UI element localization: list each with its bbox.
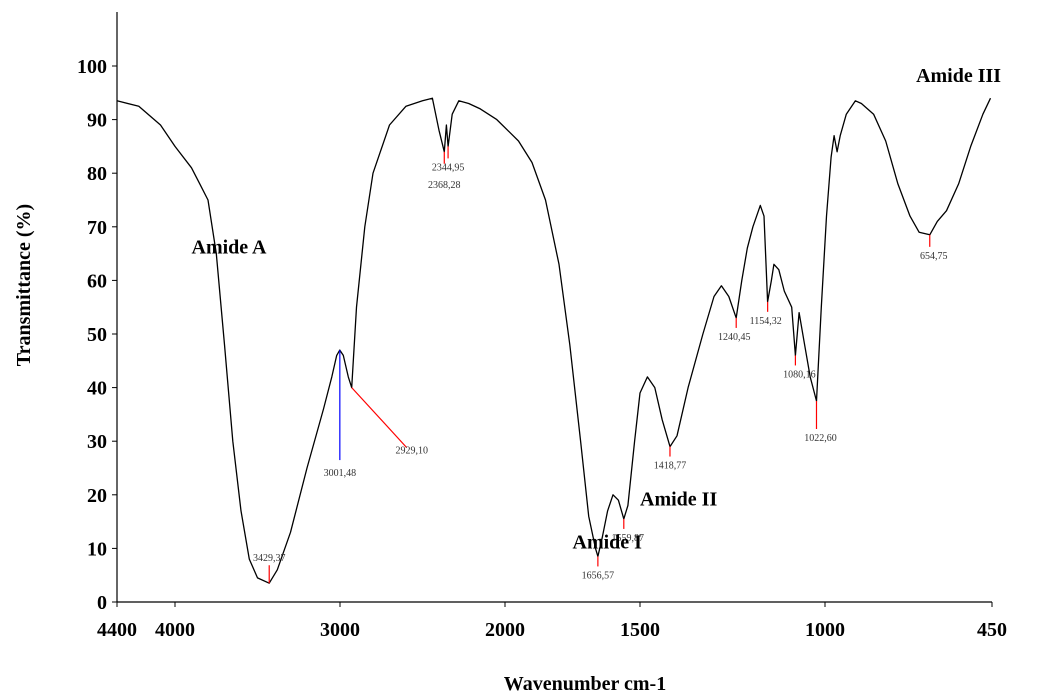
- peak-label: 1022,60: [804, 433, 837, 444]
- region-label: Amide III: [916, 65, 1001, 87]
- y-tick-label: 60: [87, 270, 107, 292]
- y-tick-label: 30: [87, 431, 107, 453]
- region-label: Amide II: [640, 489, 717, 511]
- peak-label: 1154,32: [750, 316, 782, 327]
- peak-marker: [351, 387, 408, 449]
- x-tick-label: 450: [977, 619, 1007, 641]
- x-axis-ticks: 4400 4000 3000 2000 1500 1000 450: [97, 602, 1007, 641]
- x-tick-label: 3000: [320, 619, 360, 641]
- y-tick-label: 50: [87, 324, 107, 346]
- x-axis-title: Wavenumber cm-1: [504, 673, 666, 695]
- peak-label: 2368,28: [428, 180, 461, 191]
- y-tick-label: 20: [87, 485, 107, 507]
- axes: [116, 12, 992, 603]
- peak-label: 2344,95: [432, 162, 465, 173]
- peak-label: 1418,77: [654, 461, 687, 472]
- peak-label: 3429,37: [253, 553, 286, 564]
- y-axis-title: Transmittance (%): [13, 204, 35, 366]
- series-layer: [116, 97, 992, 584]
- peak-label: 2929,10: [395, 446, 428, 457]
- y-axis-ticks: 0 10 20 30 40 50 60 70 80 90 100: [77, 56, 117, 614]
- peak-label: 1559,87: [612, 533, 645, 544]
- region-label: Amide I: [573, 531, 643, 553]
- y-tick-label: 100: [77, 56, 107, 78]
- peak-label: 1656,57: [582, 570, 615, 581]
- y-tick-label: 70: [87, 217, 107, 239]
- x-tick-label: 1000: [805, 619, 845, 641]
- x-tick-label: 1500: [620, 619, 660, 641]
- spectrum-line: [116, 97, 992, 584]
- x-tick-label: 2000: [485, 619, 525, 641]
- peak-label: 1080,16: [783, 369, 816, 380]
- region-annotations: Amide A Amide I Amide II Amide III: [192, 65, 1002, 553]
- x-tick-label: 4000: [155, 619, 195, 641]
- x-tick-label: 4400: [97, 619, 137, 641]
- y-tick-label: 40: [87, 378, 107, 400]
- y-tick-label: 10: [87, 538, 107, 560]
- peak-label: 654,75: [920, 251, 948, 262]
- y-tick-label: 0: [97, 592, 107, 614]
- peak-label: 3001,48: [324, 468, 357, 479]
- peak-labels: 3429,37 3001,48 2929,10 2344,95 2368,28 1656,…: [253, 146, 948, 584]
- region-label: Amide A: [192, 237, 268, 259]
- y-tick-label: 80: [87, 163, 107, 185]
- y-tick-label: 90: [87, 110, 107, 132]
- peak-label: 1240,45: [718, 332, 751, 343]
